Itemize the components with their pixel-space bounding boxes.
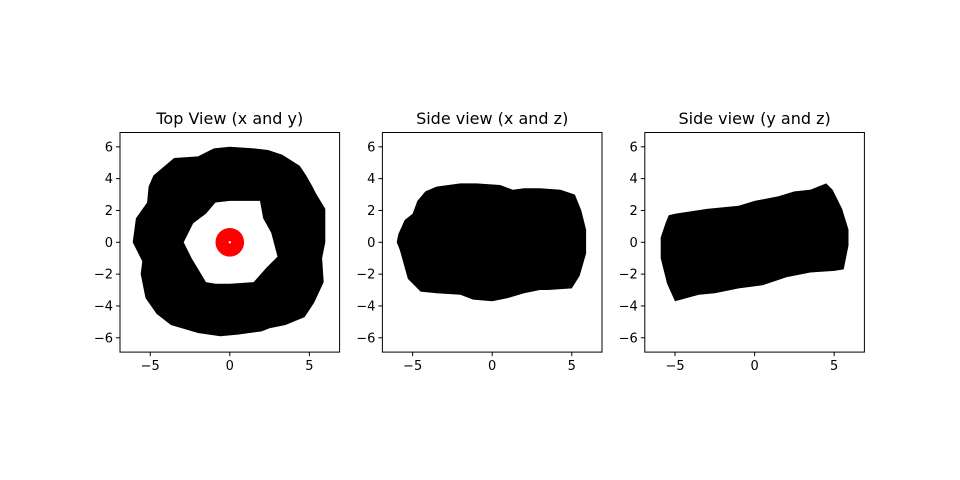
axes-frame-side-view-yz [644,132,865,353]
y-tick-label-side-view-xz: −2 [356,268,375,283]
plot-area-top-view [132,146,326,337]
x-tick-label-side-view-yz: 0 [750,359,758,374]
series-0-top-view [132,146,326,337]
ticks-side-view-yz: −5 0 5 −6 −4 −2 0 2 4 6 [619,140,839,374]
y-tick-label-side-view-yz: 4 [630,172,638,187]
x-tick-label-side-view-xz: 0 [488,359,496,374]
y-tick-label-side-view-xz: 2 [367,204,375,219]
subplot-title-top-view: Top View (x and y) [155,109,303,128]
y-tick-label-top-view: 0 [105,236,113,251]
x-tick-label-side-view-yz: 5 [830,359,838,374]
plot-area-side-view-xz [396,183,587,302]
y-tick-label-top-view: −2 [94,268,113,283]
y-tick-label-top-view: 2 [105,204,113,219]
subplot-title-side-view-yz: Side view (y and z) [678,109,830,128]
subplot-side-view-xz: Side view (x and z) −5 0 5 −6 −4 −2 0 2 4 6 [356,109,603,374]
x-tick-label-side-view-yz: −5 [665,359,684,374]
y-tick-label-side-view-yz: 2 [630,204,638,219]
y-tick-label-side-view-yz: −2 [619,268,638,283]
y-tick-label-side-view-xz: 4 [367,172,375,187]
y-tick-label-top-view: 4 [105,172,113,187]
y-tick-label-top-view: −4 [94,299,113,314]
plot-area-side-view-yz [660,183,849,302]
subplot-title-side-view-xz: Side view (x and z) [416,109,568,128]
series-1-center-top-view [228,241,231,244]
series-0-side-view-xz [396,183,587,302]
y-tick-label-side-view-xz: 6 [367,140,375,155]
x-tick-label-side-view-xz: 5 [568,359,576,374]
x-tick-label-top-view: −5 [141,359,160,374]
y-tick-label-side-view-yz: 6 [630,140,638,155]
axes-frame-top-view [119,132,341,353]
y-tick-label-top-view: 6 [105,140,113,155]
y-tick-label-side-view-yz: −6 [619,331,638,346]
subplot-side-view-yz: Side view (y and z) −5 0 5 −6 −4 −2 0 2 4 6 [619,109,865,374]
axes-frame-side-view-xz [381,132,603,353]
ticks-side-view-xz: −5 0 5 −6 −4 −2 0 2 4 6 [356,140,576,374]
y-tick-label-side-view-xz: −6 [356,331,375,346]
y-tick-label-side-view-yz: 0 [630,236,638,251]
x-tick-label-side-view-xz: −5 [403,359,422,374]
x-tick-label-top-view: 5 [305,359,313,374]
series-0-side-view-yz [660,183,849,302]
y-tick-label-side-view-xz: 0 [367,236,375,251]
subplot-top-view: Top View (x and y) −5 0 5 −6 −4 −2 0 2 4 6 [94,109,341,374]
y-tick-label-side-view-yz: −4 [619,299,638,314]
x-tick-label-top-view: 0 [226,359,234,374]
y-tick-label-top-view: −6 [94,331,113,346]
ticks-top-view: −5 0 5 −6 −4 −2 0 2 4 6 [94,140,314,374]
y-tick-label-side-view-xz: −4 [356,299,375,314]
